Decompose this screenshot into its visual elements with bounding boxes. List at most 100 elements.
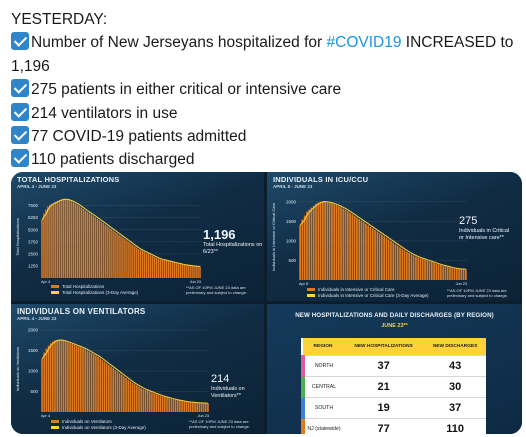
chart-bar [159,259,162,278]
chart-bar [66,199,69,278]
chart-bar [440,264,442,280]
legend-label: Individuals on Ventilators (3-Day Averag… [62,424,146,430]
chart-bar [77,346,80,412]
tweet-line-discharged: 110 patients discharged [11,148,519,171]
legend-swatch [307,293,315,297]
chart-bar [140,387,142,412]
chart-subtitle: APRIL 4 - JUNE 23 [17,316,57,321]
x-tick-label: Jun 23 [456,282,467,286]
chart-bar [396,245,399,280]
y-tick-label: 1500 [286,219,297,224]
chart-bar [47,345,50,412]
chart-bar [134,246,136,278]
chart-bar [98,220,101,278]
chart-bar [166,397,168,412]
region-table-image[interactable]: NEW HOSPITALIZATIONS AND DAILY DISCHARGE… [267,304,522,434]
chart-bar [106,225,108,278]
chart-bar [138,386,140,412]
hospitalizations-chart-image[interactable]: 1250 2500 3750 5000 6250 7500 Total Hospitaliz… [11,172,264,301]
chart-bar [399,247,401,280]
chart-bar [108,227,110,278]
chart-bar [141,250,144,278]
region-table-title: NEW HOSPITALIZATIONS AND DAILY DISCHARGE… [295,312,494,319]
average-line [41,339,208,404]
chart-bar [460,269,463,280]
chart-bar [64,341,67,412]
chart-bar [82,209,85,278]
callout-text: Individuals on Ventilators** [211,386,245,399]
legend-item: Individuals on Ventilators [51,419,146,425]
chart-bar [374,229,376,280]
chart-bar [378,233,381,280]
chart-bar [55,201,57,278]
chart-bar [344,209,347,280]
chart-bar [68,200,71,278]
chart-bar [88,213,91,278]
tweet-text: YESTERDAY: Number of New Jerseyans hospi… [11,8,519,172]
chart-bar [131,382,134,412]
chart-bar [185,401,188,412]
chart-bar [312,205,315,280]
legend-item: Total Hospitalizations (3-Day Average) [51,290,138,296]
chart-bar [90,353,93,412]
chart-bar [451,267,454,280]
ventilators-callout: 214 Individuals on Ventilators** [211,372,261,399]
chart-bar [187,265,189,278]
covid19-hashtag-link[interactable]: #COVID19 [326,34,402,52]
chart-bar [369,226,372,280]
chart-bar [159,395,162,412]
legend-swatch [51,425,59,429]
chart-bar [207,403,209,412]
chart-footnote: **AS OF 10PM JUNE 23 data are preliminar… [186,285,247,295]
chart-bar [96,218,99,278]
chart-bar [331,203,333,280]
icu-chart-image[interactable]: 500 1000 1500 2000 Individuals in Intensive … [267,172,522,301]
x-tick-label: Jun 23 [190,280,201,284]
ventilators-chart-image[interactable]: 500 1000 1500 2000 Individuals on Ventilator… [11,304,264,434]
chart-bar [202,403,205,412]
chart-bar [128,241,130,278]
chart-bar [114,369,117,412]
chart-bar [405,251,408,280]
tweet-line-admitted: 77 COVID-19 patients admitted [11,125,519,148]
chart-bar [387,239,390,280]
chart-bar [435,263,438,280]
chart-bar [62,198,65,278]
chart-bar [67,342,69,412]
legend-label: Individuals on Ventilators [62,419,112,424]
chart-bar [340,207,342,280]
chart-bar [310,207,313,280]
chart-bar [84,349,86,412]
y-tick-label: 1000 [286,238,297,243]
x-tick-label: Apr 4 [41,414,50,418]
chart-bar [90,214,93,278]
tweet-media-grid[interactable]: 1250 2500 3750 5000 6250 7500 Total Hospitaliz… [11,172,522,434]
column-header: NEW DISCHARGES [424,338,486,355]
legend-label: Individuals in Intensive or Critical Car… [318,292,429,298]
chart-bar [126,240,128,278]
chart-footnote: **AS OF 10PM JUNE 23 data are preliminar… [447,288,508,298]
y-axis-label: Total Hospitalizations [15,218,20,256]
chart-bar [308,209,311,280]
chart-bar [151,255,154,278]
chart-bar [100,221,102,278]
y-tick-label: 2500 [28,251,39,256]
chart-bar [45,209,47,278]
chart-bar [179,400,181,412]
callout-text: Total Hospitalizations on 6/23** [203,242,263,255]
chart-bar [53,202,55,278]
region-cell: CENTRAL [301,375,343,397]
chart-bar [58,339,61,412]
chart-bar [78,206,81,278]
chart-bar [376,231,379,280]
y-tick-label: 3750 [28,239,39,244]
chart-bar [337,206,340,280]
discharges-cell: 37 [424,396,486,418]
chart-bar [157,258,160,278]
legend-swatch [51,420,59,423]
chart-bar [104,224,106,278]
hospitalizations-callout: 1,196 Total Hospitalizations on 6/23** [203,228,264,255]
chart-bar [136,247,138,278]
chart-bar [430,262,433,280]
tweet-line-hospitalized-end: INCREASED to 1,196 [11,34,514,75]
